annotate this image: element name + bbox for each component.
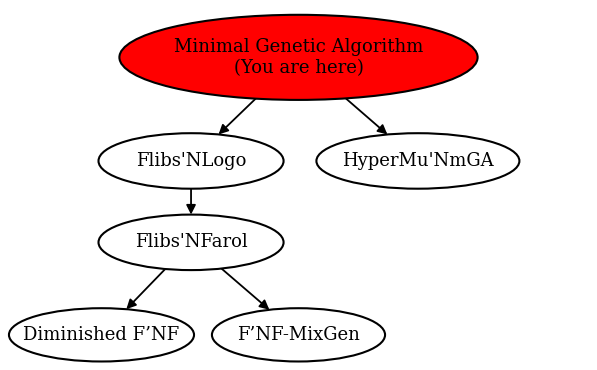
Ellipse shape [99, 133, 284, 189]
Text: HyperMu'NmGA: HyperMu'NmGA [342, 152, 494, 170]
Ellipse shape [212, 308, 385, 361]
Ellipse shape [9, 308, 194, 361]
Ellipse shape [119, 15, 478, 100]
Text: Flibs'NLogo: Flibs'NLogo [136, 152, 246, 170]
Ellipse shape [316, 133, 519, 189]
Text: F’NF-MixGen: F’NF-MixGen [237, 326, 360, 344]
Text: Diminished F’NF: Diminished F’NF [23, 326, 180, 344]
Text: Flibs'NFarol: Flibs'NFarol [135, 233, 247, 251]
Text: Minimal Genetic Algorithm
(You are here): Minimal Genetic Algorithm (You are here) [174, 38, 423, 77]
Ellipse shape [99, 215, 284, 270]
